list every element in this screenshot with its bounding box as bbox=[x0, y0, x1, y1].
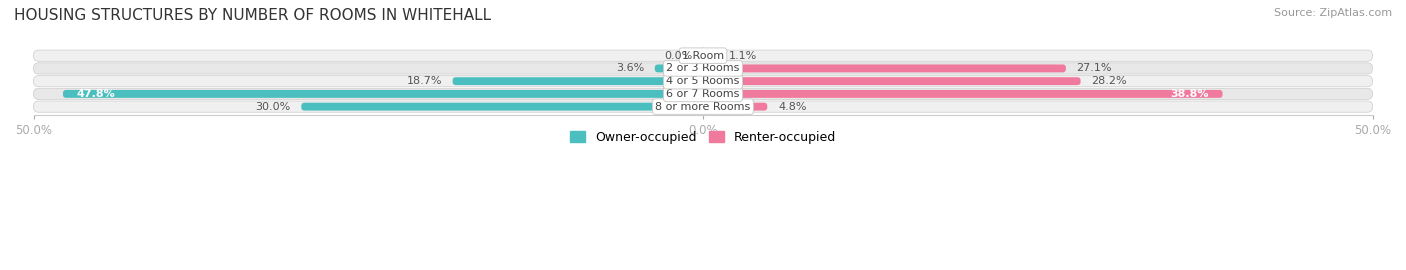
FancyBboxPatch shape bbox=[34, 76, 1372, 87]
Text: 8 or more Rooms: 8 or more Rooms bbox=[655, 102, 751, 112]
FancyBboxPatch shape bbox=[63, 90, 703, 98]
Text: 1.1%: 1.1% bbox=[728, 51, 756, 61]
Text: 27.1%: 27.1% bbox=[1077, 63, 1112, 73]
FancyBboxPatch shape bbox=[703, 52, 717, 60]
FancyBboxPatch shape bbox=[34, 63, 1372, 74]
Text: HOUSING STRUCTURES BY NUMBER OF ROOMS IN WHITEHALL: HOUSING STRUCTURES BY NUMBER OF ROOMS IN… bbox=[14, 8, 491, 23]
FancyBboxPatch shape bbox=[453, 77, 703, 85]
Text: 38.8%: 38.8% bbox=[1171, 89, 1209, 99]
Text: 4 or 5 Rooms: 4 or 5 Rooms bbox=[666, 76, 740, 86]
FancyBboxPatch shape bbox=[703, 90, 1223, 98]
Text: 0.0%: 0.0% bbox=[664, 51, 692, 61]
Legend: Owner-occupied, Renter-occupied: Owner-occupied, Renter-occupied bbox=[565, 126, 841, 149]
FancyBboxPatch shape bbox=[34, 50, 1372, 61]
Text: 2 or 3 Rooms: 2 or 3 Rooms bbox=[666, 63, 740, 73]
Text: 3.6%: 3.6% bbox=[616, 63, 644, 73]
FancyBboxPatch shape bbox=[703, 103, 768, 111]
FancyBboxPatch shape bbox=[655, 65, 703, 72]
Text: 47.8%: 47.8% bbox=[76, 89, 115, 99]
FancyBboxPatch shape bbox=[34, 101, 1372, 112]
Text: 6 or 7 Rooms: 6 or 7 Rooms bbox=[666, 89, 740, 99]
FancyBboxPatch shape bbox=[34, 88, 1372, 100]
FancyBboxPatch shape bbox=[703, 65, 1066, 72]
Text: 4.8%: 4.8% bbox=[778, 102, 807, 112]
Text: 30.0%: 30.0% bbox=[256, 102, 291, 112]
Text: Source: ZipAtlas.com: Source: ZipAtlas.com bbox=[1274, 8, 1392, 18]
FancyBboxPatch shape bbox=[703, 77, 1081, 85]
Text: 28.2%: 28.2% bbox=[1091, 76, 1128, 86]
Text: 1 Room: 1 Room bbox=[682, 51, 724, 61]
Text: 18.7%: 18.7% bbox=[406, 76, 441, 86]
FancyBboxPatch shape bbox=[301, 103, 703, 111]
